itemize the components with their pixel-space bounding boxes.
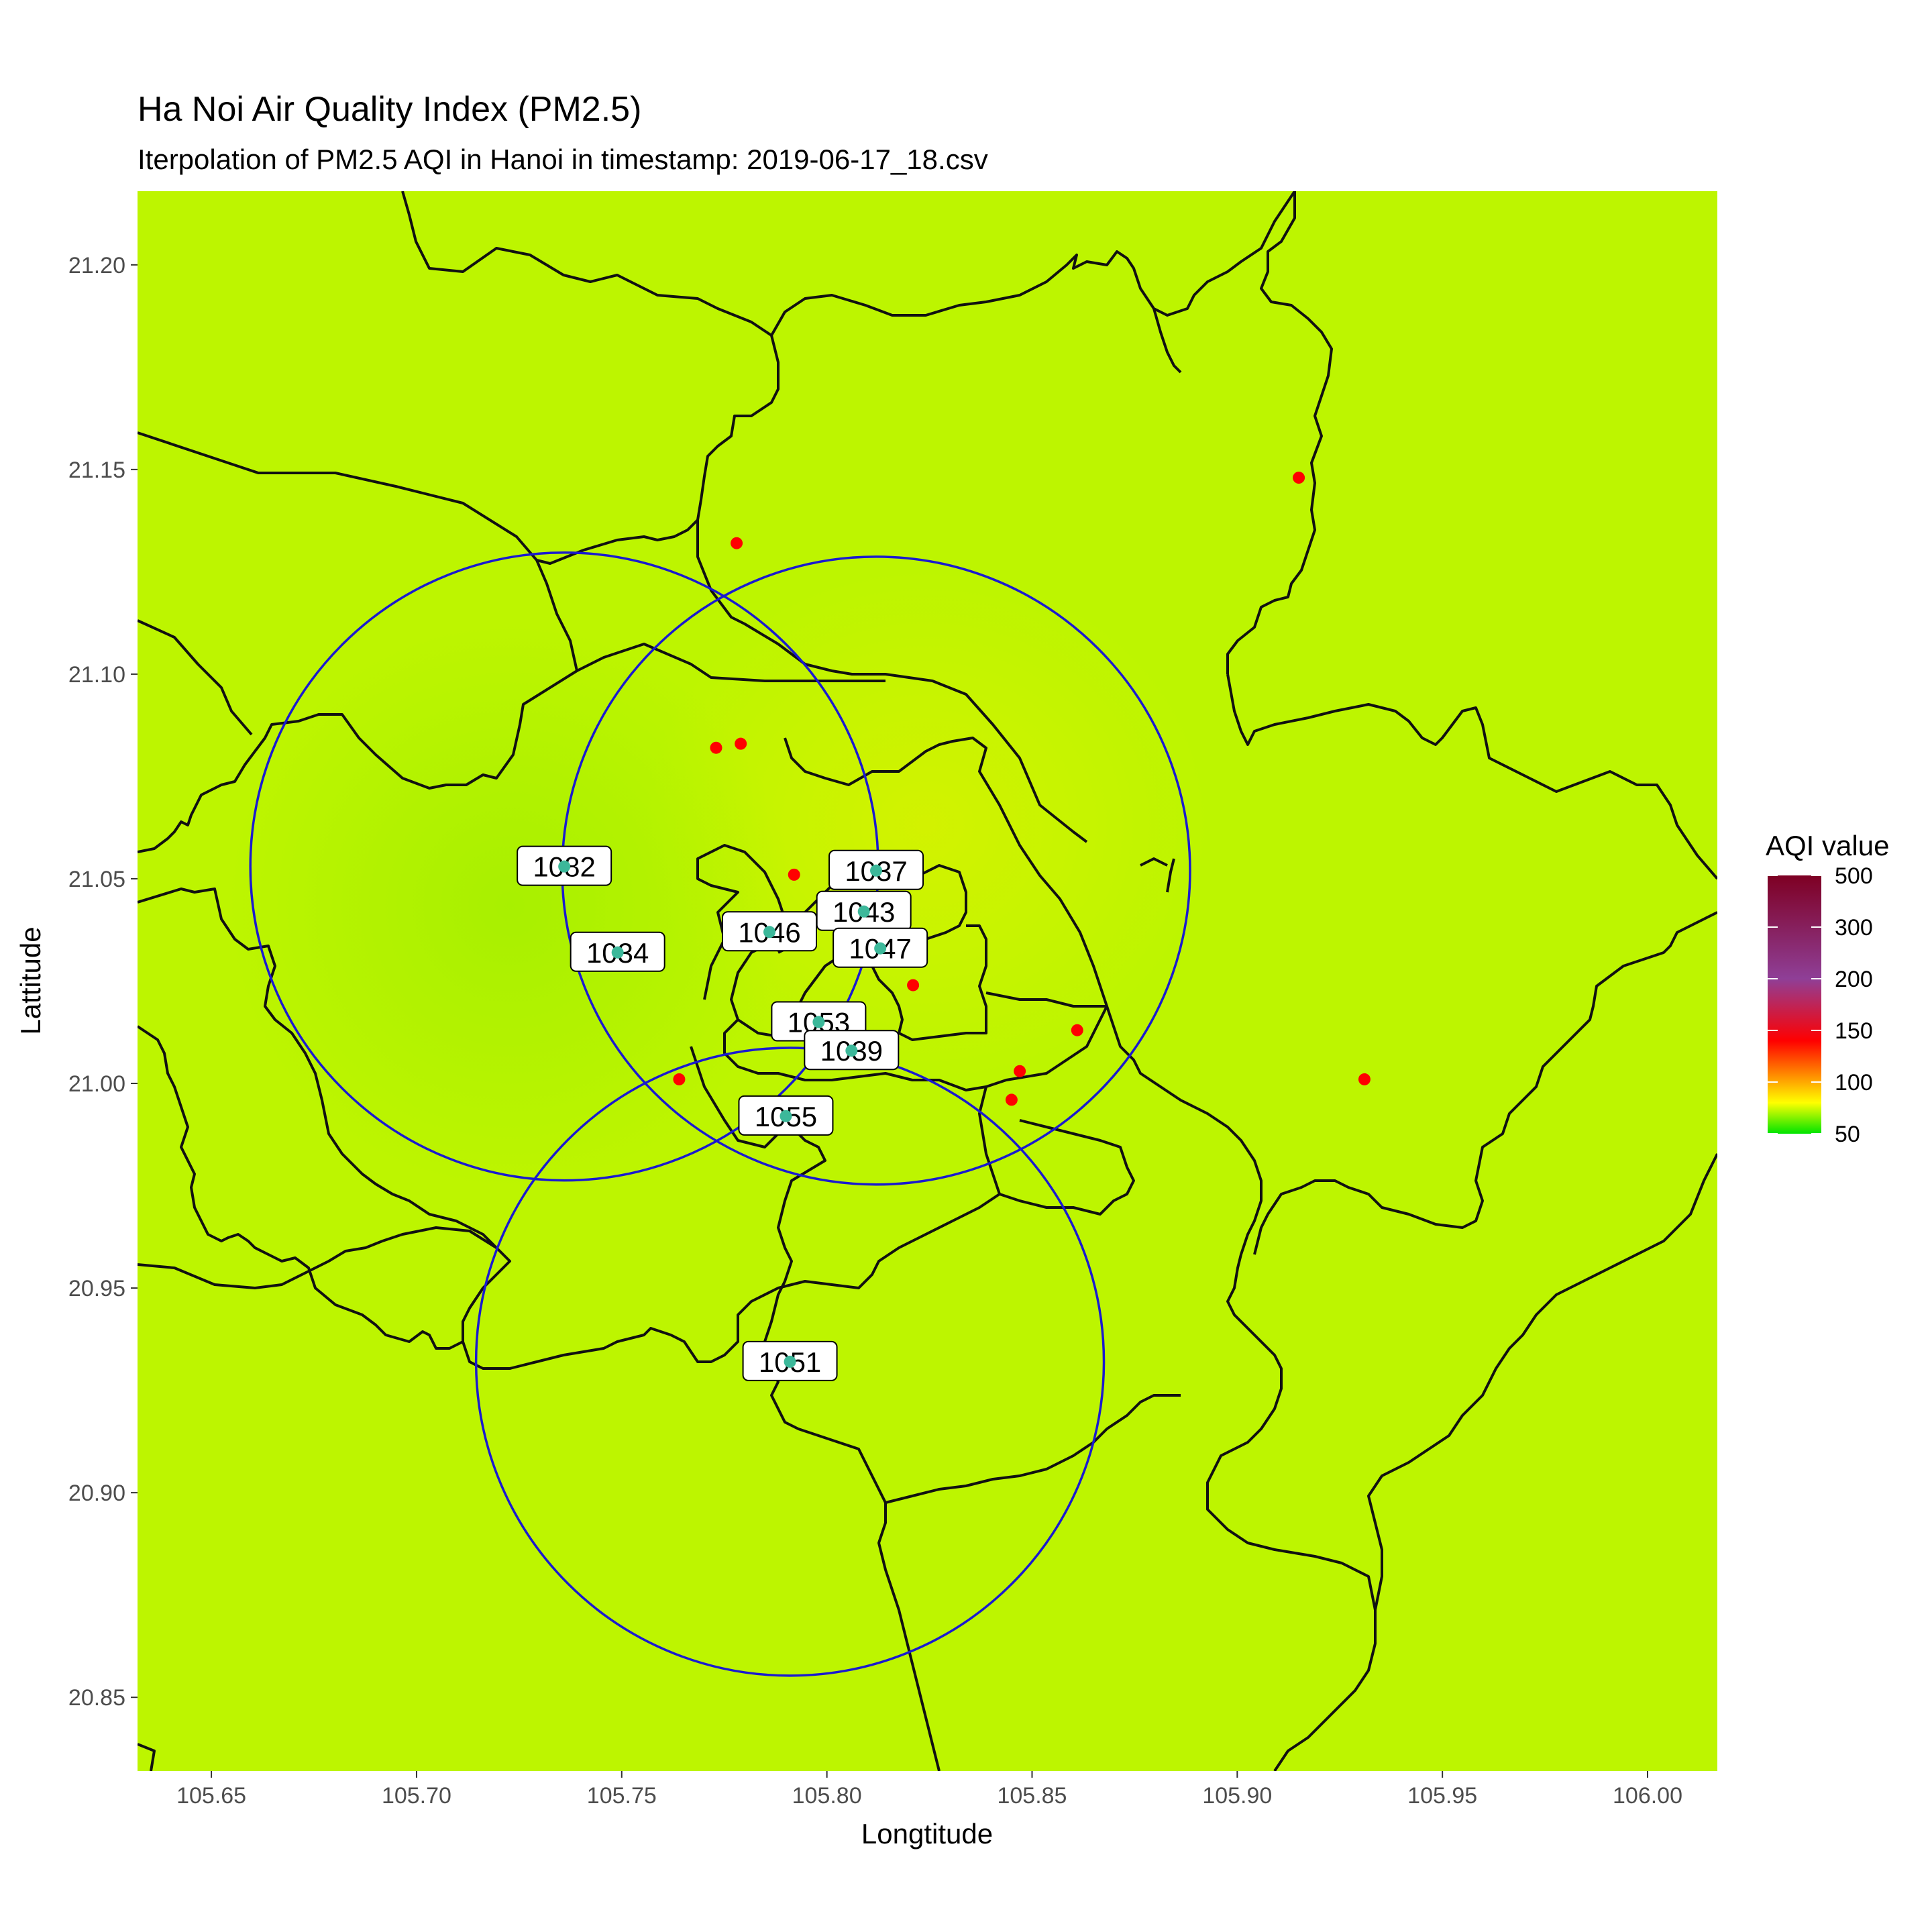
station-marker [763,926,775,938]
x-axis: 105.65 105.70 105.75 105.80 105.85 105.90 105.… [176,1771,1682,1809]
x-tick-label: 105.85 [997,1783,1067,1809]
x-tick-label: 105.90 [1202,1783,1272,1809]
red-point [1358,1073,1371,1085]
y-tick-label: 21.20 [68,253,125,278]
y-tick-label: 21.05 [68,867,125,892]
district-boundary [138,888,511,1350]
district-boundary [401,191,1296,337]
x-tick-label: 105.75 [587,1783,657,1809]
station-marker [611,946,624,959]
x-tick-label: 105.65 [176,1783,246,1809]
chart-title: Ha Noi Air Quality Index (PM2.5) [138,90,641,129]
district-boundary [985,991,1107,1008]
y-axis-title: Lattitude [15,926,46,1034]
y-tick-label: 21.00 [68,1071,125,1097]
x-axis-title: Longtitude [861,1818,993,1849]
red-point [735,737,747,750]
district-boundary [1152,308,1182,374]
station-1047[interactable]: 1047 [833,927,928,968]
station-marker [845,1044,858,1057]
district-boundary [784,737,1377,1771]
district-boundary [1166,858,1175,893]
buffer-circle [474,1046,1106,1677]
district-boundary [138,431,578,853]
legend-ticks: 500 300 200 150 100 50 [1768,863,1873,1147]
legend-tick-label: 300 [1835,915,1873,941]
x-tick-label: 105.70 [382,1783,451,1809]
legend-tick-label: 50 [1835,1122,1860,1147]
x-tick-label: 105.95 [1407,1783,1477,1809]
district-boundary [1253,911,1717,1255]
district-boundary [885,1394,1181,1504]
station-marker [874,942,887,955]
legend-tick-label: 200 [1835,967,1873,992]
district-boundary [536,335,780,565]
station-marker [870,864,883,877]
district-boundary [864,924,987,1041]
legend: AQI value 500 300 200 150 100 50 [1766,830,1889,1147]
chart-subtitle: Iterpolation of PM2.5 AQI in Hanoi in ti… [138,144,988,175]
district-boundary [1367,1153,1717,1611]
red-point [1014,1065,1026,1077]
y-tick-label: 20.95 [68,1276,125,1301]
red-point [710,741,722,754]
y-tick-label: 20.90 [68,1481,125,1506]
legend-title: AQI value [1766,830,1889,861]
red-point [1005,1093,1018,1106]
district-boundary [690,1046,941,1771]
district-boundary [999,1119,1135,1216]
y-axis: 20.85 20.90 20.95 21.00 21.05 21.10 21.15 21.20 [68,253,138,1711]
red-point [731,537,743,549]
red-point [788,868,800,881]
district-boundary [138,1743,156,1771]
district-boundary [1226,674,1717,880]
station-marker [780,1110,792,1122]
legend-tick-label: 150 [1835,1018,1873,1044]
station-1082[interactable]: 1082 [517,845,612,886]
x-tick-label: 105.80 [792,1783,862,1809]
station-labels: 1082103410371043104610471053103910551051 [517,845,928,1381]
district-boundary [138,619,253,736]
district-boundary [696,520,1088,843]
district-boundaries [138,191,1717,1771]
district-boundary [1140,857,1168,867]
station-1051[interactable]: 1051 [742,1340,838,1381]
station-1039[interactable]: 1039 [804,1030,900,1071]
legend-colorbar [1768,875,1821,1134]
x-tick-label: 106.00 [1613,1783,1682,1809]
district-boundary [723,1018,987,1091]
plot-panel: 1082103410371043104610471053103910551051 [138,191,1717,1771]
station-marker [812,1016,825,1028]
station-marker [558,860,571,873]
station-1046[interactable]: 1046 [722,911,817,952]
surface-low [228,624,792,1187]
station-1043[interactable]: 1043 [816,890,912,931]
station-1055[interactable]: 1055 [738,1095,834,1136]
district-boundary [576,643,885,682]
red-point [673,1073,686,1085]
station-marker [857,905,870,918]
station-marker [784,1355,796,1368]
red-point [1293,472,1305,484]
station-1037[interactable]: 1037 [828,849,924,890]
red-point [907,979,920,991]
legend-tick-label: 100 [1835,1070,1873,1095]
district-boundary [1226,191,1333,674]
y-tick-label: 21.15 [68,458,125,483]
red-point [1071,1024,1083,1036]
y-tick-label: 21.10 [68,662,125,688]
station-1034[interactable]: 1034 [570,931,665,972]
district-boundary [138,1226,498,1289]
y-tick-label: 20.85 [68,1685,125,1711]
legend-tick-label: 500 [1835,863,1873,889]
